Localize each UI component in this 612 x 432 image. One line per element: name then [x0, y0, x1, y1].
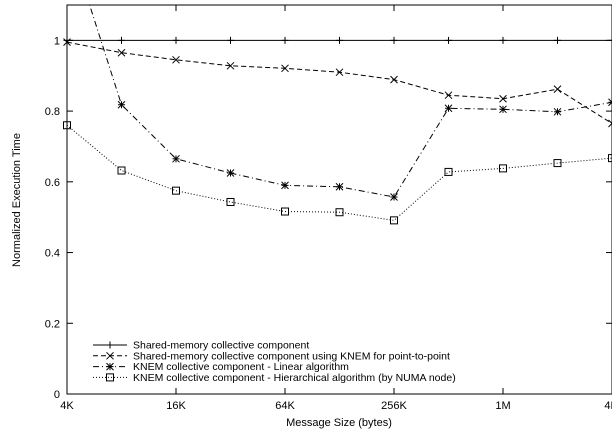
data-point-marker	[499, 164, 507, 173]
data-point-marker	[444, 167, 453, 176]
x-tick-label: 64K	[275, 400, 295, 412]
data-point-marker	[553, 107, 562, 116]
series-4	[63, 121, 612, 225]
data-point-marker	[117, 166, 126, 175]
data-point-marker	[444, 104, 453, 113]
data-point-marker	[106, 373, 114, 382]
data-point-marker	[281, 181, 289, 190]
legend-label: Shared-memory collective component	[133, 340, 309, 352]
y-tick-label: 0.4	[45, 248, 60, 260]
x-tick-label: 1M	[495, 400, 510, 412]
legend-label: Shared-memory collective component using…	[133, 350, 450, 362]
data-point-marker	[499, 105, 507, 114]
plot-area	[66, 4, 612, 395]
data-point-marker	[499, 36, 507, 44]
series-line	[89, 5, 612, 198]
data-point-marker	[106, 341, 114, 349]
data-point-marker	[117, 48, 126, 57]
legend-item: Shared-memory collective component	[93, 340, 309, 352]
data-point-marker	[172, 186, 180, 195]
data-point-marker	[172, 55, 180, 64]
data-point-marker	[554, 36, 561, 44]
y-axis-title: Normalized Execution Time	[11, 133, 23, 267]
y-tick-label: 0.8	[45, 106, 60, 118]
series-line	[67, 124, 612, 221]
data-point-marker	[172, 154, 180, 163]
x-axis-title: Message Size (bytes)	[286, 417, 392, 429]
series-group	[63, 5, 612, 225]
data-point-marker	[445, 36, 452, 44]
x-tick-label: 4M	[604, 400, 612, 412]
y-tick-label: 1	[54, 35, 60, 47]
legend-label: KNEM collective component - Linear algor…	[133, 361, 349, 373]
data-point-marker	[390, 216, 398, 225]
series-3	[89, 5, 612, 201]
data-point-marker	[226, 61, 235, 70]
data-point-marker	[63, 38, 71, 46]
data-point-marker	[390, 193, 398, 201]
y-tick-label: 0.6	[45, 177, 60, 189]
data-point-marker	[335, 68, 344, 77]
data-point-marker	[335, 182, 344, 191]
y-tick-label: 0	[54, 389, 60, 401]
x-tick-label: 256K	[381, 400, 407, 412]
data-point-marker	[608, 98, 612, 107]
data-point-marker	[106, 362, 114, 371]
data-point-marker	[226, 169, 235, 177]
y-tick-label: 0.2	[45, 318, 60, 330]
data-point-marker	[390, 36, 398, 44]
data-point-marker	[118, 36, 125, 44]
data-point-marker	[106, 351, 114, 360]
legend: Shared-memory collective componentShared…	[93, 340, 456, 384]
data-point-marker	[63, 121, 71, 130]
data-point-marker	[281, 207, 289, 216]
axis-ticks: 0 0.2 0.4 0.6 0.8 1 4K 16K 64K 256K 1M 4M	[45, 5, 612, 412]
data-point-marker	[608, 36, 612, 44]
series-line	[67, 41, 612, 124]
data-point-marker	[390, 75, 398, 84]
series-2	[63, 38, 612, 128]
legend-item: Shared-memory collective component using…	[93, 350, 450, 362]
data-point-marker	[227, 36, 234, 44]
data-point-marker	[444, 91, 453, 100]
data-point-marker	[608, 119, 612, 128]
data-point-marker	[553, 159, 562, 168]
data-point-marker	[281, 36, 289, 44]
x-tick-label: 16K	[166, 400, 186, 412]
x-tick-label: 4K	[60, 400, 74, 412]
data-point-marker	[553, 85, 562, 94]
data-point-marker	[172, 36, 180, 44]
legend-label: KNEM collective component - Hierarchical…	[133, 372, 456, 384]
legend-item: KNEM collective component - Hierarchical…	[93, 372, 456, 384]
series-1	[63, 36, 612, 44]
data-point-marker	[226, 197, 235, 206]
data-point-marker	[608, 154, 612, 163]
data-point-marker	[336, 36, 343, 44]
data-point-marker	[499, 94, 507, 103]
data-point-marker	[281, 64, 289, 73]
data-point-marker	[335, 208, 344, 217]
data-point-marker	[117, 100, 126, 109]
legend-item: KNEM collective component - Linear algor…	[93, 361, 349, 373]
